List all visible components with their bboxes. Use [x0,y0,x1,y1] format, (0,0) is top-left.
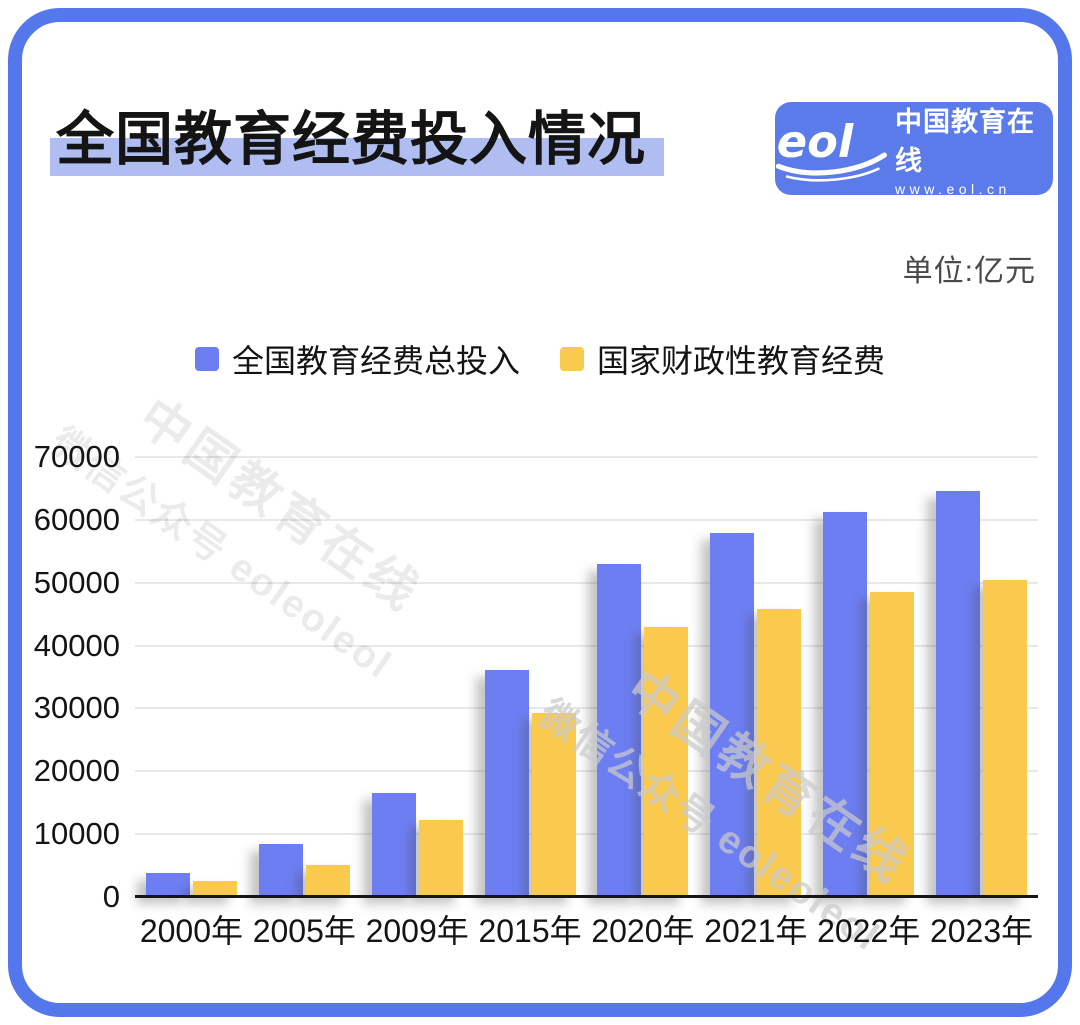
legend-item-total: 全国教育经费总投入 [194,336,520,382]
bar-total [823,511,868,897]
x-axis-labels: 2000年 2005年 2009年 2015年 2020年 2021年 2022年 2023年 [135,906,1038,952]
bar-fiscal [983,580,1028,897]
bar-total [710,533,755,897]
y-tick-label-40000: 40000 [33,627,120,663]
bar-total [597,563,642,897]
bar-total [258,844,303,897]
bar-group-2020年 [587,457,700,897]
bar-group-2022年 [812,457,925,897]
y-tick-label-0: 0 [102,879,120,914]
gridline-40000 [135,644,1038,647]
bar-fiscal [757,608,802,897]
x-tick-label-2009年: 2009年 [365,913,469,949]
x-tick-label-2005年: 2005年 [252,913,356,949]
bar-fiscal [870,592,915,897]
bar-group-2000年 [135,457,248,897]
unit-label: 单位:亿元 [902,255,1036,288]
y-tick-label-30000: 30000 [33,690,120,726]
svg-text:eol: eol [777,116,854,168]
bar-group-2009年 [361,457,474,897]
legend-swatch-yellow [560,347,584,371]
x-tick-label-2021年: 2021年 [704,913,808,949]
legend-label: 国家财政性教育经费 [597,343,886,379]
bar-fiscal [192,880,237,897]
y-tick-label-20000: 20000 [33,753,120,789]
bar-group-2021年 [699,457,812,897]
y-tick-label-10000: 10000 [33,816,120,852]
gridline-30000 [135,707,1038,710]
bar-total [484,669,529,897]
x-tick-label-2023年: 2023年 [929,913,1034,949]
page-title: 全国教育经费投入情况 [50,106,665,177]
bar-fiscal [418,820,463,897]
gridline-60000 [135,518,1038,521]
eol-logo-icon: eol [775,116,887,182]
legend-swatch-blue [194,347,219,371]
bar-group-2005年 [248,457,361,897]
bar-groups [135,457,1038,897]
legend-item-fiscal: 国家财政性教育经费 [560,336,885,382]
bar-fiscal [531,713,576,897]
bar-group-2015年 [474,457,587,897]
bar-fiscal [644,627,689,897]
x-tick-label-2000年: 2000年 [139,913,244,949]
logo-name: 中国教育在线 [895,107,1035,176]
gridline-20000 [135,770,1038,773]
plot-area [135,456,1038,898]
gridline-10000 [135,833,1038,836]
bar-total [936,491,981,897]
chart-legend: 全国教育经费总投入 国家财政性教育经费 [0,336,1080,382]
x-tick-label-2020年: 2020年 [591,913,695,949]
logo-url: www.eol.cn [895,181,1011,197]
bar-total [145,872,190,897]
y-axis-labels: 0 10000 20000 30000 40000 50000 60000 70000 [0,439,120,914]
bar-total [371,793,416,897]
y-tick-label-60000: 60000 [33,501,120,537]
bar-fiscal [305,864,350,897]
y-tick-label-50000: 50000 [33,564,120,600]
x-tick-label-2022年: 2022年 [817,913,921,949]
logo-text: 中国教育在线 www.eol.cn [895,100,1053,197]
legend-label: 全国教育经费总投入 [231,343,520,379]
eol-logo-badge: eol 中国教育在线 www.eol.cn [775,100,1053,197]
gridline-70000 [135,456,1038,458]
bar-group-2023年 [925,457,1038,897]
x-axis-line [135,895,1038,898]
gridline-50000 [135,581,1038,584]
title-block: 全国教育经费投入情况 [50,106,665,177]
y-tick-label-70000: 70000 [33,439,120,474]
x-tick-label-2015年: 2015年 [478,913,582,949]
